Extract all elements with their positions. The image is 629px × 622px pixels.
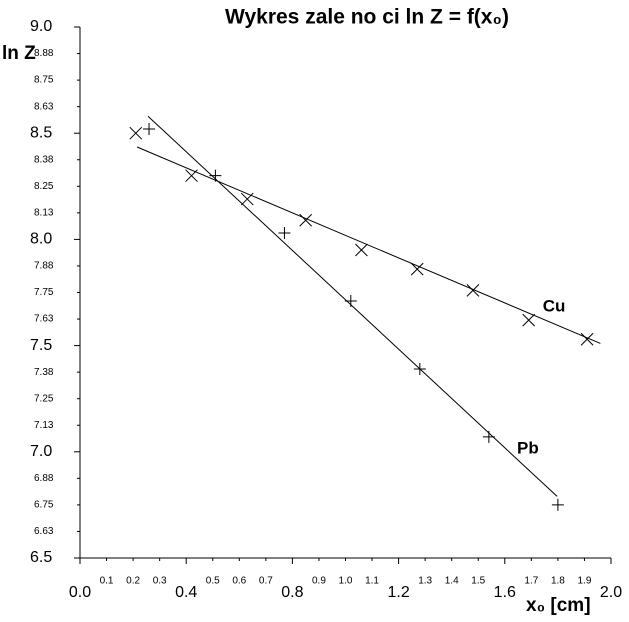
x-tick-label: 1.4 (445, 576, 459, 587)
x-tick-label: 0.8 (281, 584, 303, 601)
y-tick-label: 6.88 (34, 473, 54, 484)
point (522, 313, 536, 327)
x-tick-label: 0.9 (312, 576, 326, 587)
fit-line (147, 115, 558, 497)
y-tick-label: 8.75 (34, 75, 54, 86)
point (466, 284, 480, 297)
y-tick-label: 8.25 (34, 181, 54, 192)
x-tick-label: 0.2 (126, 576, 140, 587)
y-tick-label: 8.5 (30, 124, 52, 141)
x-tick-label: 1.5 (471, 576, 485, 587)
series-label: Cu (543, 297, 566, 316)
y-tick-label: 7.75 (34, 287, 54, 298)
y-tick-label: 6.63 (34, 526, 54, 537)
point (209, 169, 222, 182)
y-tick-label: 7.13 (34, 420, 54, 431)
x-tick-label: 1.0 (339, 576, 353, 587)
point (299, 213, 313, 227)
y-tick-label: 7.63 (34, 314, 54, 325)
y-tick-label: 7.88 (34, 261, 54, 272)
series-label: Pb (517, 438, 539, 457)
x-axis-label: x₀ [cm] (526, 595, 591, 616)
y-tick-label: 7.25 (34, 393, 54, 404)
y-tick-label: 7.38 (34, 367, 54, 378)
y-tick-label: 8.13 (34, 207, 54, 218)
y-tick-label: 8.88 (34, 48, 54, 59)
x-tick-label: 0.1 (100, 576, 114, 587)
y-tick-label: 8.38 (34, 154, 54, 165)
point (129, 126, 143, 140)
x-tick-label: 1.2 (387, 584, 409, 601)
point (551, 498, 564, 511)
x-tick-label: 0.3 (153, 576, 167, 587)
point (143, 122, 156, 135)
fit-line (136, 146, 601, 344)
y-tick-label: 6.5 (30, 549, 52, 566)
x-tick-label: 1.7 (524, 576, 538, 587)
y-tick-label: 7.5 (30, 337, 52, 354)
point (482, 430, 495, 443)
y-axis-label: ln Z (2, 43, 36, 64)
point (185, 169, 198, 183)
y-tick-label: 9.0 (30, 18, 52, 35)
point (278, 227, 291, 240)
x-tick-label: 0.4 (175, 584, 197, 601)
x-tick-label: 1.9 (577, 576, 591, 587)
point (240, 192, 254, 206)
chart-title: Wykres zale no ci ln Z = f(x₀) (225, 6, 509, 29)
y-tick-label: 6.75 (34, 500, 54, 511)
x-tick-label: 1.3 (418, 576, 432, 587)
y-tick-label: 7.0 (30, 443, 52, 460)
y-tick-label: 8.0 (30, 231, 52, 248)
point (410, 262, 424, 276)
point (580, 332, 594, 346)
x-tick-label: 1.6 (494, 584, 516, 601)
x-tick-label: 0.0 (69, 584, 91, 601)
point (344, 294, 357, 307)
x-tick-label: 0.7 (259, 576, 273, 587)
x-tick-label: 0.5 (206, 576, 220, 587)
x-tick-label: 1.1 (365, 576, 379, 587)
x-tick-label: 0.6 (232, 576, 246, 587)
point (413, 362, 426, 375)
point (355, 243, 368, 257)
y-tick-label: 8.63 (34, 101, 54, 112)
x-tick-label: 2.0 (600, 584, 622, 601)
x-tick-label: 1.8 (551, 576, 565, 587)
